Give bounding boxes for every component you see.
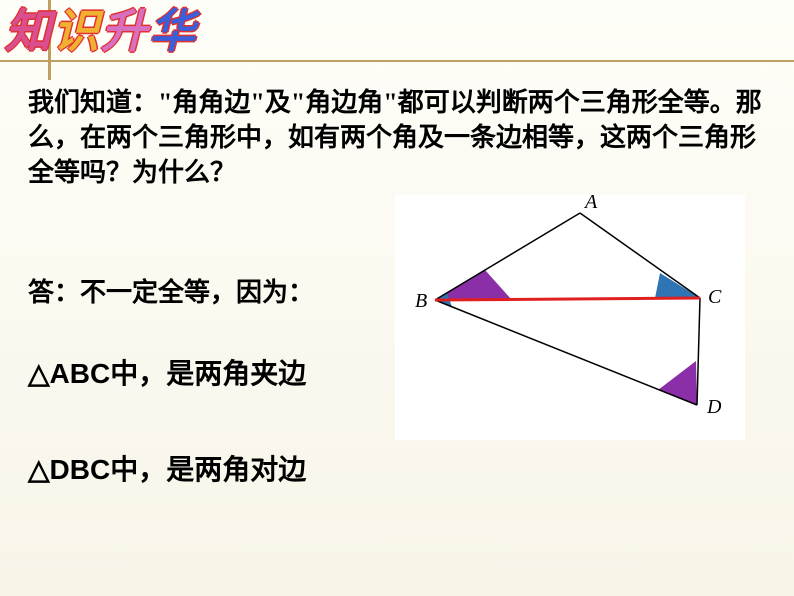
triangle2-text: △DBC中，是两角对边 (28, 448, 306, 488)
vertex-label-B: B (415, 290, 427, 312)
title-char-4: 华 (149, 8, 195, 54)
angle-fill-angle_ACB (655, 273, 700, 298)
question-text: 我们知道："角角边"及"角边角"都可以判断两个三角形全等。那么，在两个三角形中，… (28, 85, 768, 190)
edge-AB (435, 213, 580, 300)
edge-BD (435, 300, 697, 405)
slide-title: 知 识 升 华 (5, 8, 197, 54)
title-char-1: 知 (5, 8, 51, 54)
geometry-diagram: A B C D (395, 195, 745, 440)
title-char-3: 升 (101, 8, 147, 54)
edge-AC (580, 213, 700, 298)
title-char-2: 识 (53, 8, 99, 54)
diagram-svg: A B C D (395, 195, 745, 440)
answer-text: 答：不一定全等，因为： (28, 272, 314, 309)
vertex-label-C: C (708, 286, 722, 308)
vertex-label-D: D (706, 396, 722, 418)
triangle1-text: △ABC中，是两角夹边 (28, 352, 306, 392)
decor-hline (0, 60, 794, 62)
edge-CD (697, 298, 700, 405)
vertex-label-A: A (583, 195, 598, 213)
angle-fill-angle_BDC (658, 361, 697, 405)
edge-BC-red (435, 298, 700, 300)
